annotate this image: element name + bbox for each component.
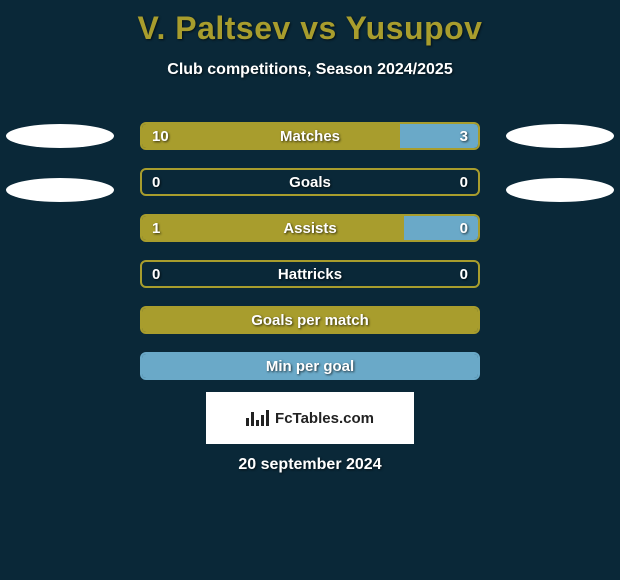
stat-bar — [140, 168, 480, 196]
subtitle: Club competitions, Season 2024/2025 — [0, 61, 620, 79]
stat-bar-left-fill — [142, 216, 404, 240]
stat-bar-left-fill — [142, 124, 400, 148]
stat-row: Assists10 — [0, 214, 620, 260]
watermark-text: FcTables.com — [275, 410, 374, 427]
stat-bar-right-fill — [400, 124, 478, 148]
stat-bar-right-fill — [142, 354, 478, 378]
stat-bar — [140, 352, 480, 380]
bar-chart-icon — [246, 410, 269, 426]
stat-bar — [140, 306, 480, 334]
stat-row: Goals per match — [0, 306, 620, 352]
watermark-badge: FcTables.com — [206, 392, 414, 444]
stat-bar — [140, 260, 480, 288]
date-label: 20 september 2024 — [0, 456, 620, 474]
stat-row: Matches103 — [0, 122, 620, 168]
stat-row: Goals00 — [0, 168, 620, 214]
root: V. Paltsev vs Yusupov Club competitions,… — [0, 0, 620, 580]
stat-bar — [140, 122, 480, 150]
stat-bar — [140, 214, 480, 242]
page-title: V. Paltsev vs Yusupov — [0, 10, 620, 47]
stat-bar-left-fill — [142, 308, 478, 332]
stat-bar-right-fill — [404, 216, 478, 240]
stat-row: Hattricks00 — [0, 260, 620, 306]
